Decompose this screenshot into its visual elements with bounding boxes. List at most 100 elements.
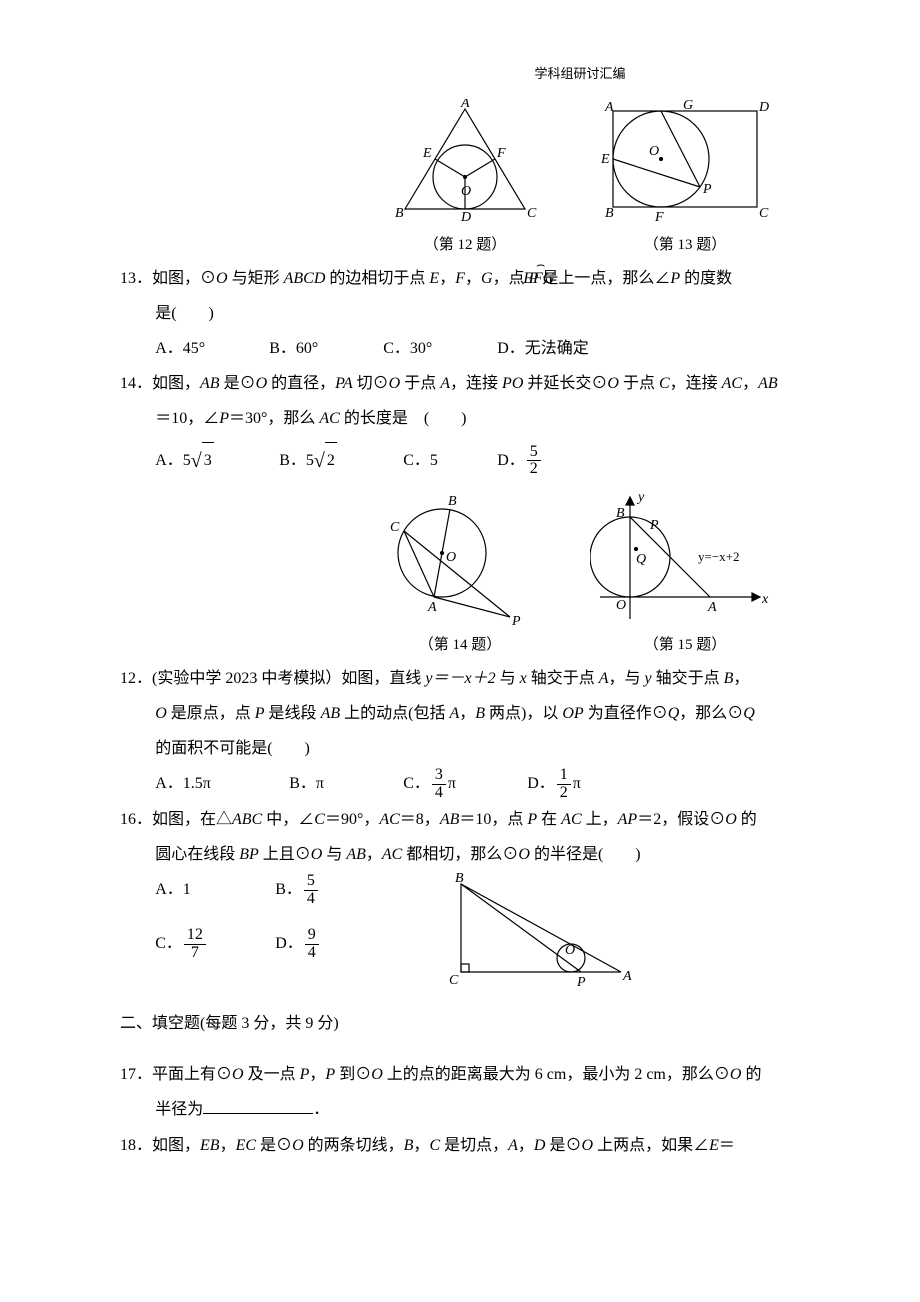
q18-O: O <box>292 1137 304 1154</box>
q14-num: 14． <box>120 375 152 392</box>
q15-opt-d: D．12π <box>527 766 581 802</box>
q17-blank <box>203 1101 313 1115</box>
q15-t2: 轴交于点 <box>527 670 599 687</box>
q17-t1: 平面上有⊙ <box>152 1066 232 1083</box>
q15-t3: ，与 <box>609 670 645 687</box>
fig12-F: F <box>496 146 506 161</box>
q16-l2c: 与 <box>322 846 346 863</box>
q16-opt-d: D．94 <box>275 926 395 962</box>
q15-B: B <box>724 670 734 687</box>
q14-AC: AC <box>722 375 742 392</box>
q15-l2c: 上的动点(包括 <box>340 705 449 722</box>
q13-ABCD: ABCD <box>284 270 326 287</box>
q15-l2e: 两点)，以 <box>485 705 562 722</box>
q17-post: ． <box>313 1101 329 1118</box>
fig16-P: P <box>576 975 586 990</box>
fig16-A: A <box>622 969 632 984</box>
fig13-E: E <box>600 152 610 167</box>
section-2-title: 二、填空题(每题 3 分，共 9 分) <box>120 1006 920 1041</box>
q17-t2: 及一点 <box>244 1066 300 1083</box>
fig15-line: y=−x+2 <box>698 549 740 564</box>
q15-A: A <box>599 670 609 687</box>
q14-opt-b: B．5 √2 <box>279 437 399 481</box>
figure-12: A B C D E F O （第 12 题） <box>385 99 545 257</box>
q16-t3: ＝90°， <box>325 811 379 828</box>
q14-AB2: AB <box>758 375 778 392</box>
q15-A2: A <box>449 705 459 722</box>
q15-B2: B <box>475 705 485 722</box>
q15-l2f: 为直径作⊙ <box>584 705 668 722</box>
q14-t10: ， <box>742 375 758 392</box>
q18-t3: 是⊙ <box>256 1137 292 1154</box>
q18-EB: EB <box>200 1137 220 1154</box>
q14-line2: ＝10，∠P＝30°，那么 AC 的长度是 ( ) <box>120 401 920 436</box>
q18-E: E <box>709 1137 719 1154</box>
q18-EC: EC <box>236 1137 256 1154</box>
q13-opt-b: B．60° <box>269 331 379 366</box>
q16-t8: ＝2，假设⊙ <box>637 811 725 828</box>
q14-O3: O <box>607 375 619 392</box>
q16-l2b: 上且⊙ <box>259 846 311 863</box>
figure-15-caption: （第 15 题） <box>644 633 727 657</box>
q13-t5: ， <box>465 270 481 287</box>
page-header: 学科组研讨汇编 <box>120 60 920 89</box>
q18-t6: 是切点， <box>440 1137 508 1154</box>
figure-13-caption: （第 13 题） <box>644 233 727 257</box>
q14-t4: 切⊙ <box>353 375 389 392</box>
figure-16: A B C O P <box>431 872 641 992</box>
q13-t3: 的边相切于点 <box>325 270 429 287</box>
fig13-P: P <box>702 182 712 197</box>
q15-l2b: 是线段 <box>265 705 321 722</box>
q15-l2a: 是原点，点 <box>167 705 255 722</box>
question-18: 18．如图，EB，EC 是⊙O 的两条切线，B，C 是切点，A，D 是⊙O 上两… <box>120 1128 920 1163</box>
q15-AB: AB <box>321 705 341 722</box>
q13-P2: P <box>670 270 680 287</box>
q13-F: F <box>455 270 465 287</box>
q16-num: 16． <box>120 811 152 828</box>
q16-t1: 如图，在△ <box>152 811 232 828</box>
q18-A: A <box>508 1137 518 1154</box>
q14-l2c: 的长度是 ( ) <box>340 410 467 427</box>
q17-line2: 半径为． <box>120 1092 920 1127</box>
q15-opt-a: A．1.5π <box>155 766 285 801</box>
q16-l2d: ， <box>366 846 382 863</box>
q16-O3: O <box>518 846 530 863</box>
q17-t6: 的 <box>741 1066 761 1083</box>
q15-t5: ， <box>733 670 749 687</box>
q16-ABC: ABC <box>232 811 262 828</box>
fig16-C: C <box>449 973 459 988</box>
fig12-B: B <box>395 206 404 221</box>
q15-line3: 的面积不可能是( ) <box>120 731 920 766</box>
q14-t6: ，连接 <box>450 375 502 392</box>
q15-opt-c: C．34π <box>403 766 523 802</box>
fig14-A: A <box>427 600 437 615</box>
q13-line2: 是( ) <box>120 296 920 331</box>
q13-opt-c: C．30° <box>383 331 493 366</box>
q16-t5: ＝10，点 <box>459 811 527 828</box>
q16-O: O <box>725 811 737 828</box>
q13-EFG: EFG <box>523 270 554 287</box>
q17-P2: P <box>325 1066 335 1083</box>
fig13-C: C <box>759 206 769 221</box>
q13-t1: 如图，⊙ <box>152 270 216 287</box>
fig15-B: B <box>616 506 625 521</box>
q15-t1: 与 <box>496 670 520 687</box>
q13-t9: 的度数 <box>680 270 732 287</box>
q17-O3: O <box>730 1066 742 1083</box>
q14-P: P <box>219 410 229 427</box>
q17-num: 17． <box>120 1066 152 1083</box>
q15-l2g: ，那么⊙ <box>679 705 743 722</box>
q16-options-and-figure: A．1 B．54 C．127 D．94 A B C O P <box>120 872 920 992</box>
q13-G: G <box>481 270 493 287</box>
q16-t7: 上， <box>582 811 618 828</box>
q14-t9: ，连接 <box>670 375 722 392</box>
q15-line2: O 是原点，点 P 是线段 AB 上的动点(包括 A，B 两点)，以 OP 为直… <box>120 696 920 731</box>
q15-P: P <box>255 705 265 722</box>
q16-AP: AP <box>618 811 638 828</box>
q14-l2b: ＝30°，那么 <box>229 410 319 427</box>
q14-opt-c: C．5 <box>403 443 493 478</box>
fig12-A: A <box>460 99 470 111</box>
q18-B: B <box>404 1137 414 1154</box>
q15-Q2: Q <box>743 705 755 722</box>
q13-t2: 与矩形 <box>228 270 284 287</box>
